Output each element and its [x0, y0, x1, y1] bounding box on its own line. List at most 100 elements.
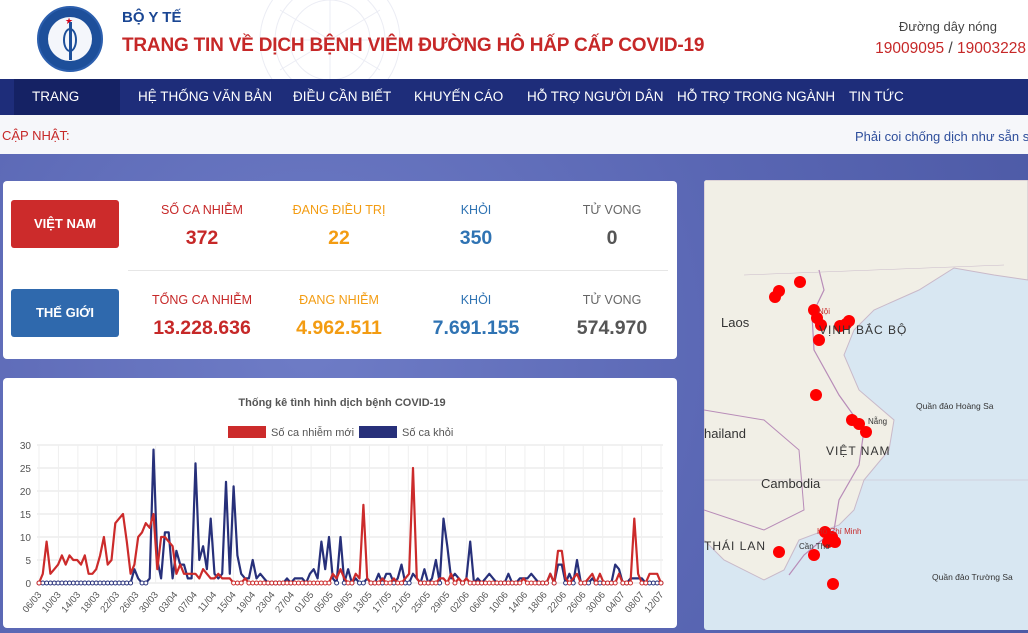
vietnam-badge[interactable]: VIỆT NAM [11, 200, 119, 248]
legend-swatch-new-cases[interactable] [228, 426, 266, 438]
chart-x-ticks: 06/0310/0314/0318/0322/0326/0330/0303/04… [21, 590, 667, 615]
nav-item-need-to-know[interactable]: ĐIỀU CẦN BIẾT [293, 89, 392, 104]
map-label-thai: THÁI LAN [704, 538, 766, 553]
data-point[interactable] [593, 580, 599, 586]
data-point[interactable] [517, 580, 523, 586]
data-point[interactable] [444, 580, 450, 586]
x-tick-label: 25/05 [409, 590, 433, 615]
legend-label-recovered[interactable]: Số ca khỏi [402, 427, 453, 439]
x-tick-label: 18/06 [526, 590, 550, 615]
data-point[interactable] [406, 580, 412, 586]
map-case-marker[interactable] [773, 546, 785, 558]
world-deaths: TỬ VONG 574.970 [542, 292, 682, 339]
x-tick-label: 22/03 [98, 590, 122, 615]
y-tick-label: 15 [20, 510, 32, 521]
nav-item-citizen-support[interactable]: HỖ TRỢ NGƯỜI DÂN [527, 89, 664, 104]
hotline-separator: / [948, 40, 953, 57]
data-point[interactable] [238, 580, 244, 586]
header-decoration [259, 0, 401, 79]
data-point[interactable] [658, 580, 664, 586]
vn-recovered-label: KHỎI [460, 203, 492, 217]
data-point[interactable] [627, 580, 633, 586]
data-point[interactable] [433, 580, 439, 586]
nav-item-recommendations[interactable]: KHUYẾN CÁO [414, 89, 504, 104]
map-case-marker[interactable] [813, 334, 825, 346]
ticker-text[interactable]: Phải coi chống dịch như sẵn sà [855, 129, 1028, 144]
data-point[interactable] [643, 580, 649, 586]
map-case-marker[interactable] [827, 578, 839, 590]
data-point[interactable] [399, 580, 405, 586]
x-tick-label: 13/05 [351, 590, 375, 615]
vn-deaths: TỬ VONG 0 [542, 202, 682, 249]
map-case-marker[interactable] [853, 418, 865, 430]
map-case-marker[interactable] [829, 536, 841, 548]
data-point[interactable] [376, 580, 382, 586]
map-land [704, 180, 1028, 581]
data-point[interactable] [460, 580, 466, 586]
data-point[interactable] [143, 580, 149, 586]
data-point[interactable] [544, 580, 550, 586]
x-tick-label: 29/05 [429, 590, 453, 615]
data-point[interactable] [326, 580, 332, 586]
x-tick-label: 03/04 [157, 590, 181, 615]
map-case-marker[interactable] [815, 319, 827, 331]
data-point[interactable] [612, 580, 618, 586]
x-tick-label: 02/06 [448, 590, 472, 615]
nav-item-industry-support[interactable]: HỖ TRỢ TRONG NGÀNH [677, 89, 836, 104]
world-recovered-value: 7.691.155 [432, 317, 520, 339]
x-tick-label: 17/05 [370, 590, 394, 615]
map-case-marker[interactable] [769, 291, 781, 303]
map-label-gulf: VỊNH BẮC BỘ [819, 322, 907, 337]
legend-label-new-cases[interactable]: Số ca nhiễm mới [271, 426, 354, 439]
x-tick-label: 06/06 [468, 590, 492, 615]
nav-item-home[interactable]: TRANG CHỦ [14, 79, 120, 140]
nav-item-documents[interactable]: HỆ THỐNG VĂN BẢN [138, 89, 273, 104]
world-deaths-value: 574.970 [576, 317, 648, 339]
ticker-label: CẬP NHẬT: [2, 128, 70, 143]
snake-icon [63, 28, 77, 52]
legend-swatch-recovered[interactable] [359, 426, 397, 438]
data-point[interactable] [349, 580, 355, 586]
data-point[interactable] [36, 580, 42, 586]
data-point[interactable] [334, 580, 340, 586]
ministry-logo[interactable]: ★ [37, 6, 103, 72]
site-header: ★ BỘ Y TẾ TRANG TIN VỀ DỊCH BỆNH VIÊM ĐƯ… [0, 0, 1028, 79]
hotline-number-2[interactable]: 19003228 [957, 40, 1026, 57]
site-title[interactable]: TRANG TIN VỀ DỊCH BỆNH VIÊM ĐƯỜNG HÔ HẤP… [122, 35, 705, 56]
map-case-marker[interactable] [860, 426, 872, 438]
y-tick-label: 0 [25, 579, 31, 590]
map-case-marker[interactable] [840, 318, 852, 330]
x-tick-label: 30/03 [137, 590, 161, 615]
map-label-vietnam: VIỆT NAM [826, 443, 890, 458]
data-point[interactable] [387, 580, 393, 586]
hotline-numbers: 19009095 / 19003228 [875, 40, 1026, 58]
hotline-number-1[interactable]: 19009095 [875, 40, 945, 57]
stats-card: VIỆT NAM SỐ CA NHIỄM 372 ĐANG ĐIỀU TRỊ 2… [3, 181, 677, 359]
x-tick-label: 06/03 [21, 590, 45, 615]
chart-card: Thống kê tình hình dịch bệnh COVID-19 Số… [3, 378, 677, 628]
x-tick-label: 22/06 [545, 590, 569, 615]
map-case-marker[interactable] [819, 526, 831, 538]
map-case-marker[interactable] [810, 389, 822, 401]
world-recovered: KHỎI 7.691.155 [406, 292, 546, 339]
vn-infected-label: SỐ CA NHIỄM [161, 203, 243, 217]
outbreak-map[interactable]: Laos VỊNH BẮC BỘ Quần đảo Hoàng Sa haila… [704, 180, 1028, 630]
data-point[interactable] [566, 580, 572, 586]
covid-chart[interactable]: Thống kê tình hình dịch bệnh COVID-19 Số… [3, 378, 677, 628]
world-deaths-label: TỬ VONG [582, 293, 642, 307]
x-tick-label: 11/04 [196, 590, 219, 615]
data-point[interactable] [360, 580, 366, 586]
map-label-laos: Laos [721, 315, 750, 330]
x-tick-label: 14/06 [507, 590, 531, 615]
data-point[interactable] [452, 580, 458, 586]
news-ticker: CẬP NHẬT: Phải coi chống dịch như sẵn sà [0, 115, 1028, 154]
world-badge[interactable]: THẾ GIỚI [11, 289, 119, 337]
nav-item-news[interactable]: TIN TỨC [849, 89, 904, 104]
data-point[interactable] [582, 580, 588, 586]
data-point[interactable] [551, 580, 557, 586]
data-point[interactable] [128, 580, 134, 586]
chart-title: Thống kê tình hình dịch bệnh COVID-19 [238, 397, 445, 409]
map-case-marker[interactable] [808, 549, 820, 561]
map-case-marker[interactable] [794, 276, 806, 288]
x-tick-label: 05/05 [312, 590, 336, 615]
